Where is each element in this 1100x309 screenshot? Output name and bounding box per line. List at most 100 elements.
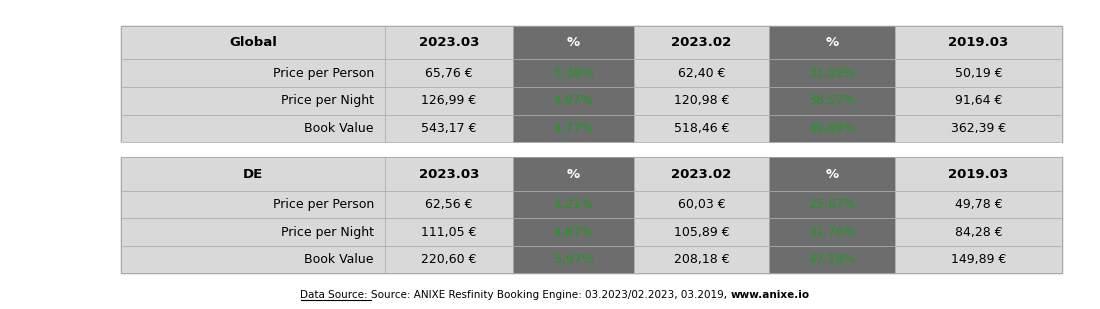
Bar: [634, 115, 769, 142]
Text: 91,64 €: 91,64 €: [955, 94, 1002, 107]
Text: Global: Global: [229, 36, 277, 49]
Bar: [385, 191, 514, 218]
Text: 5,38%: 5,38%: [553, 67, 593, 80]
Bar: [121, 191, 385, 218]
Bar: [769, 59, 895, 87]
Bar: [121, 142, 1062, 158]
Text: 149,89 €: 149,89 €: [950, 253, 1006, 266]
Bar: [385, 115, 514, 142]
Bar: [385, 59, 514, 87]
Text: 4,87%: 4,87%: [553, 226, 593, 239]
Text: Data Source: Source: ANIXE Resfinity Booking Engine: 03.2023/02.2023, 03.2019, w: Data Source: Source: ANIXE Resfinity Boo…: [300, 290, 800, 300]
Text: 49,78 €: 49,78 €: [955, 198, 1002, 211]
Text: 65,76 €: 65,76 €: [426, 67, 473, 80]
Text: 49,89%: 49,89%: [808, 122, 856, 135]
Text: 362,39 €: 362,39 €: [950, 122, 1006, 135]
Bar: [514, 218, 634, 246]
Bar: [121, 158, 385, 191]
Text: Source: ANIXE Resfinity Booking Engine: 03.2023/02.2023, 03.2019,: Source: ANIXE Resfinity Booking Engine: …: [372, 290, 730, 300]
Bar: [514, 59, 634, 87]
Text: 60,03 €: 60,03 €: [678, 198, 725, 211]
Text: www.anixe.io: www.anixe.io: [730, 290, 810, 300]
Bar: [769, 218, 895, 246]
Bar: [769, 115, 895, 142]
Bar: [514, 115, 634, 142]
Text: 84,28 €: 84,28 €: [955, 226, 1002, 239]
Bar: [634, 59, 769, 87]
Text: %: %: [566, 167, 580, 180]
Text: 4,97%: 4,97%: [553, 94, 593, 107]
Bar: [514, 26, 634, 59]
Text: 2023.02: 2023.02: [671, 167, 732, 180]
Text: 2023.03: 2023.03: [419, 36, 480, 49]
Bar: [121, 158, 1062, 273]
Text: 62,40 €: 62,40 €: [678, 67, 725, 80]
Bar: [634, 246, 769, 273]
Bar: [121, 87, 385, 115]
Text: Data Source:: Data Source:: [300, 290, 372, 300]
Bar: [385, 87, 514, 115]
Text: 2023.02: 2023.02: [671, 36, 732, 49]
Text: Data Source:: Data Source:: [0, 290, 70, 300]
Bar: [769, 191, 895, 218]
Text: 2019.03: 2019.03: [948, 167, 1009, 180]
Text: 518,46 €: 518,46 €: [673, 122, 729, 135]
Text: 4,77%: 4,77%: [553, 122, 593, 135]
Text: 31,02%: 31,02%: [808, 67, 856, 80]
Text: 208,18 €: 208,18 €: [673, 253, 729, 266]
Bar: [121, 59, 385, 87]
Bar: [514, 158, 634, 191]
Text: Price per Person: Price per Person: [273, 198, 374, 211]
Bar: [769, 246, 895, 273]
Bar: [121, 26, 385, 59]
Text: 111,05 €: 111,05 €: [421, 226, 476, 239]
Bar: [514, 87, 634, 115]
Bar: [385, 246, 514, 273]
Text: %: %: [825, 36, 838, 49]
Text: 120,98 €: 120,98 €: [673, 94, 729, 107]
Bar: [121, 246, 385, 273]
Text: 5,97%: 5,97%: [553, 253, 593, 266]
Bar: [514, 246, 634, 273]
Bar: [634, 26, 769, 59]
Text: 543,17 €: 543,17 €: [421, 122, 476, 135]
Bar: [769, 26, 895, 59]
Text: 62,56 €: 62,56 €: [426, 198, 473, 211]
Text: 220,60 €: 220,60 €: [421, 253, 476, 266]
Text: %: %: [566, 36, 580, 49]
Bar: [385, 158, 514, 191]
Bar: [634, 87, 769, 115]
Text: Source: ANIXE Resfinity Booking Engine: 03.2023/02.2023, 03.2019,: Source: ANIXE Resfinity Booking Engine: …: [0, 290, 360, 300]
Bar: [895, 246, 1062, 273]
Text: DE: DE: [243, 167, 263, 180]
Text: Book Value: Book Value: [305, 122, 374, 135]
Text: 4,21%: 4,21%: [553, 198, 593, 211]
Text: 2019.03: 2019.03: [948, 36, 1009, 49]
Bar: [121, 115, 385, 142]
Text: 38,57%: 38,57%: [808, 94, 856, 107]
Text: 105,89 €: 105,89 €: [673, 226, 729, 239]
Bar: [514, 191, 634, 218]
Text: 25,67%: 25,67%: [808, 198, 856, 211]
Bar: [769, 158, 895, 191]
Text: 50,19 €: 50,19 €: [955, 67, 1002, 80]
Bar: [895, 26, 1062, 59]
Bar: [895, 158, 1062, 191]
Bar: [121, 218, 385, 246]
Bar: [385, 26, 514, 59]
Bar: [634, 191, 769, 218]
Text: Price per Person: Price per Person: [273, 67, 374, 80]
Text: Book Value: Book Value: [305, 253, 374, 266]
Bar: [895, 191, 1062, 218]
Bar: [895, 115, 1062, 142]
Bar: [895, 87, 1062, 115]
Text: 31,76%: 31,76%: [808, 226, 856, 239]
Text: 126,99 €: 126,99 €: [421, 94, 476, 107]
Bar: [634, 218, 769, 246]
Bar: [895, 59, 1062, 87]
Text: 47,18%: 47,18%: [808, 253, 856, 266]
Bar: [121, 26, 1062, 142]
Text: Price per Night: Price per Night: [280, 94, 374, 107]
Bar: [385, 218, 514, 246]
Text: Price per Night: Price per Night: [280, 226, 374, 239]
